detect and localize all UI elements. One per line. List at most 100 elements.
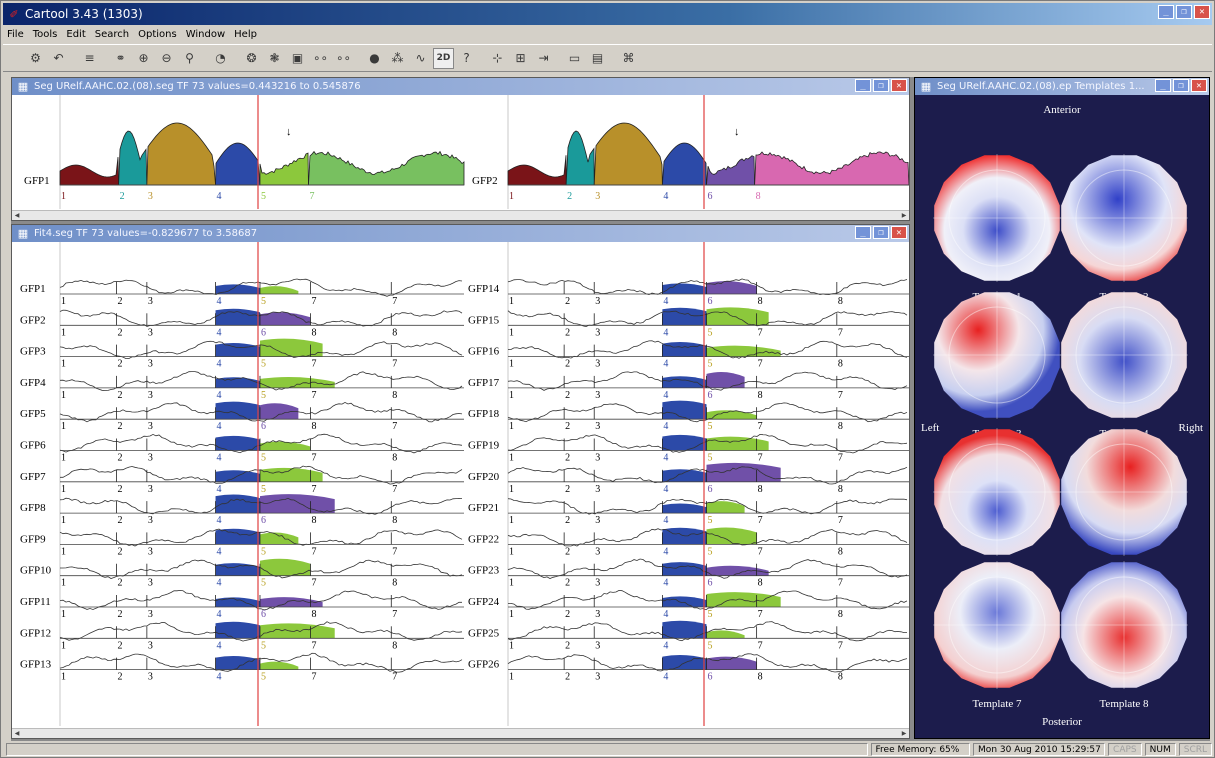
segment-number: 3 [595, 515, 600, 526]
fit-window-titlebar: ▦ Fit4.seg TF 73 values=-0.829677 to 3.5… [12, 225, 909, 242]
fit-window[interactable]: ▦ Fit4.seg TF 73 values=-0.829677 to 3.5… [11, 224, 910, 739]
close-button[interactable]: ✕ [1194, 5, 1210, 19]
cz-icon[interactable]: ⁂ [391, 51, 404, 65]
restore-button[interactable]: ❐ [1173, 79, 1189, 92]
segment-number: 7 [392, 609, 397, 620]
minimize-button[interactable]: _ [855, 226, 871, 239]
tracks-icon[interactable]: ≡ [84, 51, 95, 65]
display-2-icon[interactable]: ▤ [591, 51, 604, 65]
fit-horizontal-scrollbar[interactable]: ◀ ▶ [12, 728, 909, 738]
gfp-row-label: GFP8 [20, 502, 46, 514]
segment-number: 3 [595, 640, 600, 651]
segment-number: 8 [758, 672, 763, 683]
gfp-row-label: GFP21 [468, 502, 499, 514]
segment-number: 4 [217, 546, 222, 557]
segment-number: 3 [595, 578, 600, 589]
gfp-row-label: GFP2 [20, 314, 46, 326]
segment-number: 5 [261, 296, 266, 307]
gfp-trace [59, 497, 463, 515]
gfp-row-label: GFP11 [20, 596, 51, 608]
gfp-row-label: GFP12 [20, 627, 51, 639]
segment-number: 3 [595, 390, 600, 401]
segment-number: 7 [392, 296, 397, 307]
minimize-button[interactable]: _ [1158, 5, 1174, 19]
zoom-in-icon[interactable]: ⊕ [138, 51, 149, 65]
segment-number: 7 [838, 515, 843, 526]
right-label: Right [1179, 422, 1203, 434]
toolbar: ⚙ ↶ ≡ ⚭ ⊕ ⊖ ⚲ ◔ ❂ ❃ ▣ ∘∘ ∘∘ ● ⁂ ∿ 2D ? ⊹… [3, 44, 1212, 72]
template-label: Template 8 [1099, 698, 1149, 710]
menu-window[interactable]: Window [185, 28, 226, 40]
minimize-button[interactable]: _ [1155, 79, 1171, 92]
network-icon[interactable]: ⚭ [115, 51, 126, 65]
film-icon[interactable]: ▣ [291, 51, 304, 65]
brain-grid-icon[interactable]: ❃ [269, 51, 280, 65]
menu-options[interactable]: Options [138, 28, 177, 40]
seg-horizontal-scrollbar[interactable]: ◀ ▶ [12, 210, 909, 220]
axis-add-icon[interactable]: ⊞ [515, 51, 526, 65]
menu-file[interactable]: File [7, 28, 24, 40]
segment-number: 4 [217, 609, 222, 620]
seg-window[interactable]: ▦ Seg URelf.AAHC.02.(08).seg TF 73 value… [11, 77, 910, 221]
brain-icon[interactable]: ❂ [246, 51, 257, 65]
axis-icon[interactable]: ⊹ [492, 51, 503, 65]
display-icon[interactable]: ▭ [568, 51, 581, 65]
templates-window-controls: _ ❐ ✕ [1155, 79, 1207, 92]
gfp-row-label: GFP18 [468, 408, 500, 420]
menu-tools[interactable]: Tools [32, 28, 58, 40]
gfp-trace [507, 621, 907, 642]
fit-segment-4 [215, 621, 260, 639]
menu-search[interactable]: Search [94, 28, 130, 40]
seg-gfp-plot[interactable]: GFP1 1 2 3 4 5 7 GFP2 1 2 3 4 6 8 ↓ ↓ [12, 95, 909, 209]
restore-button[interactable]: ❐ [1176, 5, 1192, 19]
fit-segment-4 [662, 283, 707, 294]
segment-number: 3 [148, 296, 153, 307]
segment-number: 4 [663, 578, 668, 589]
mode-2d-button[interactable]: 2D [433, 47, 454, 69]
status-caps: CAPS [1108, 743, 1142, 756]
seg-envelope-segment [593, 122, 663, 186]
gfp-trace [507, 310, 908, 328]
wave-icon[interactable]: ∿ [415, 51, 426, 65]
segment-number: 8 [311, 609, 316, 620]
search-icon[interactable]: ⚲ [185, 51, 194, 65]
template-map-4 [1061, 292, 1187, 418]
mdi-workspace: ▦ Seg URelf.AAHC.02.(08).seg TF 73 value… [11, 77, 1210, 741]
close-button[interactable]: ✕ [891, 226, 907, 239]
fit-segment-5 [259, 467, 323, 482]
minimize-button[interactable]: _ [855, 79, 871, 92]
segment-number: 5 [261, 359, 266, 370]
segment-number: 3 [595, 672, 600, 683]
zoom-out-icon[interactable]: ⊖ [161, 51, 172, 65]
menu-help[interactable]: Help [234, 28, 257, 40]
help-icon[interactable]: ? [463, 51, 470, 65]
segment-number: 3 [148, 672, 153, 683]
segment-number: 5 [261, 672, 266, 683]
menu-edit[interactable]: Edit [66, 28, 86, 40]
globe-icon[interactable]: ● [369, 51, 380, 65]
restore-button[interactable]: ❐ [873, 226, 889, 239]
timer-icon[interactable]: ◔ [215, 51, 226, 65]
undo-icon[interactable]: ↶ [53, 51, 64, 65]
segment-number: 2 [567, 191, 572, 202]
seg-window-controls: _ ❐ ✕ [855, 79, 907, 92]
segment-number: 8 [311, 515, 316, 526]
dots-2-icon[interactable]: ∘∘ [335, 51, 352, 65]
segment-number: 1 [509, 484, 514, 495]
segment-number: 3 [148, 191, 153, 202]
segment-number: 4 [217, 515, 222, 526]
gfp-row-label: GFP24 [468, 596, 500, 608]
fit-segment-4 [662, 307, 707, 326]
close-button[interactable]: ✕ [1191, 79, 1207, 92]
gfp-row-label: GFP7 [20, 471, 46, 483]
cursor-plus-icon[interactable]: ⇥ [538, 51, 549, 65]
close-button[interactable]: ✕ [891, 79, 907, 92]
templates-window[interactable]: ▦ Seg URelf.AAHC.02.(08).ep Templates 1.… [914, 77, 1210, 739]
status-num: NUM [1144, 743, 1176, 756]
electrode-icon[interactable]: ⚙ [30, 51, 41, 65]
segment-number: 7 [758, 640, 763, 651]
restore-button[interactable]: ❐ [873, 79, 889, 92]
dots-icon[interactable]: ∘∘ [312, 51, 329, 65]
